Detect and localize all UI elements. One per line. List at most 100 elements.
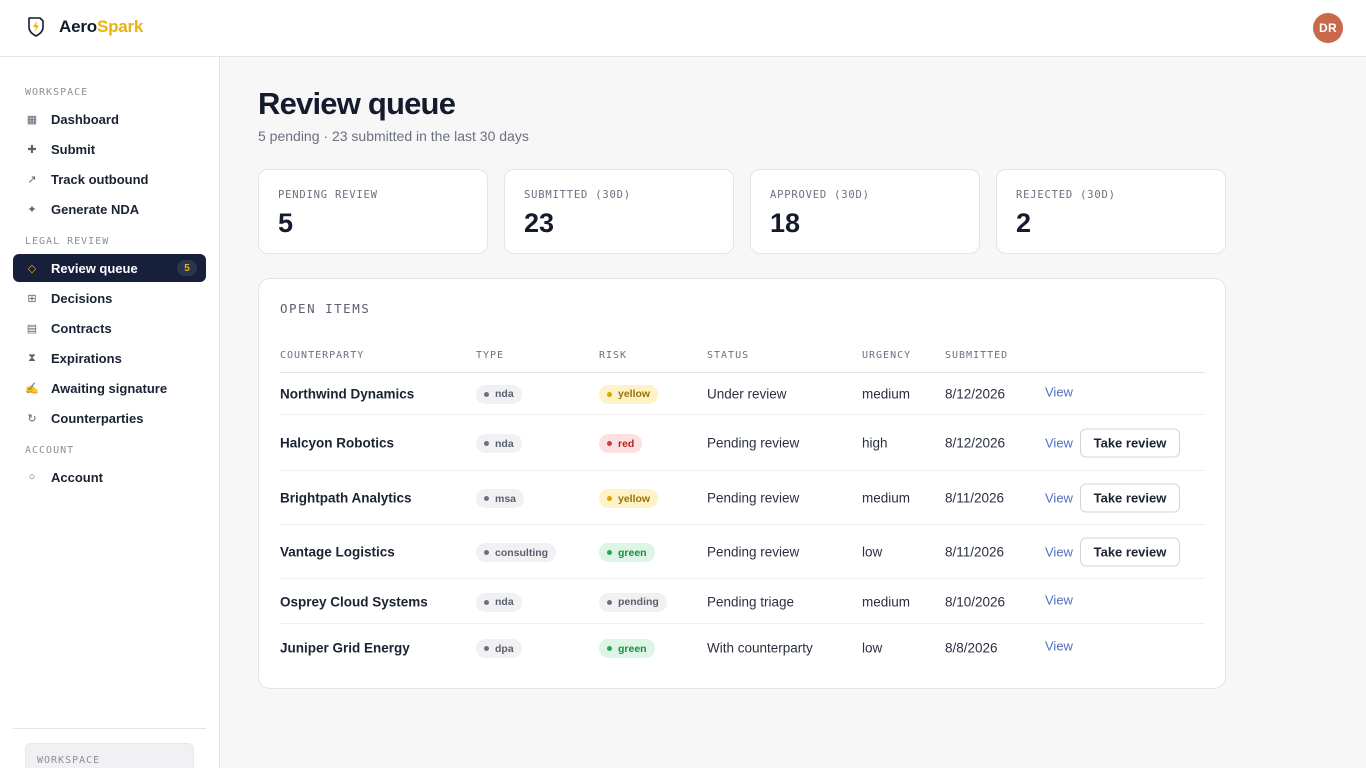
urgency-text: high [862,435,888,451]
type-pill: msa [476,488,525,508]
count-badge: 5 [177,260,197,276]
workspace-switcher[interactable]: WORKSPACE [25,743,194,768]
status-text: Pending review [707,544,800,560]
risk-pill: yellow [599,384,659,404]
table-row[interactable]: Juniper Grid Energy dpa green With count… [280,625,1205,671]
sidebar-item-review-queue[interactable]: ◇ Review queue 5 [13,254,206,282]
brand-name: AeroSpark [59,17,144,36]
column-header-urgency: URGENCY [862,350,912,361]
sidebar-item-counterparties[interactable]: ↻ Counterparties [13,404,206,432]
table-row[interactable]: Northwind Dynamics nda yellow Under revi… [280,373,1205,415]
sidebar-item-label: Review queue [51,260,138,276]
dot-icon [607,391,612,397]
urgency-text: low [862,544,883,560]
sidebar-item-expirations[interactable]: ⧗ Expirations [13,344,206,372]
view-link[interactable]: View [1045,435,1073,451]
status-text: Under review [707,386,787,401]
take-review-button[interactable]: Take review [1080,483,1180,513]
sidebar-item-label: Contracts [51,320,112,336]
sidebar-item-generate-nda[interactable]: ✦ Generate NDA [13,195,206,223]
status-text: With counterparty [707,640,813,656]
stat-value: 2 [1016,208,1032,238]
stat-label: SUBMITTED (30D) [524,189,631,201]
sidebar-item-label: Expirations [51,350,122,366]
submitted-date: 8/8/2026 [945,640,998,656]
sidebar-item-label: Dashboard [51,111,119,127]
stat-card-rejected: REJECTED (30D) 2 [996,169,1226,254]
dot-icon [607,599,612,605]
view-link[interactable]: View [1045,592,1073,607]
section-title-account: ACCOUNT [25,445,75,456]
page-subtitle: 5 pending · 23 submitted in the last 30 … [258,128,529,144]
table-row[interactable]: Halcyon Robotics nda red Pending review … [280,416,1205,471]
sidebar-item-label: Awaiting signature [51,380,168,396]
type-pill: consulting [476,542,557,562]
table-header-divider [280,372,1205,373]
view-link[interactable]: View [1045,544,1073,560]
type-pill: dpa [476,638,522,658]
sidebar-item-label: Decisions [51,290,113,306]
table-row[interactable]: Osprey Cloud Systems nda pending Pending… [280,580,1205,624]
counterparty-name: Halcyon Robotics [280,435,395,451]
sidebar-item-dashboard[interactable]: ▦ Dashboard [13,105,206,133]
arrow-up-right-icon: ↗ [27,173,37,186]
sidebar-item-label: Submit [51,141,96,157]
stat-card-submitted: SUBMITTED (30D) 23 [504,169,734,254]
top-bar: AeroSpark DR [0,0,1366,57]
dot-icon [607,496,612,501]
avatar[interactable]: DR [1313,13,1343,43]
urgency-text: low [862,640,883,656]
stat-card-pending-review: PENDING REVIEW 5 [258,169,488,254]
view-link[interactable]: View [1045,490,1073,506]
sidebar-item-account[interactable]: ○ Account [13,463,206,491]
urgency-text: medium [862,490,911,506]
counterparty-name: Vantage Logistics [280,544,395,560]
stat-card-approved: APPROVED (30D) 18 [750,169,980,254]
sidebar-item-decisions[interactable]: ⊞ Decisions [13,284,206,312]
brand-logo[interactable]: AeroSpark [26,16,143,38]
refresh-icon: ↻ [27,412,37,425]
sidebar-item-awaiting-signature[interactable]: ✍ Awaiting signature [13,374,206,402]
sidebar-item-label: Counterparties [51,410,144,426]
risk-pill: pending [599,592,667,612]
grid-small-icon: ⊞ [27,292,37,305]
risk-pill: red [599,433,643,453]
take-review-button[interactable]: Take review [1080,537,1180,567]
risk-pill: green [599,638,655,658]
type-pill: nda [476,592,522,612]
sidebar-item-submit[interactable]: ✚ Submit [13,135,206,163]
shield-bolt-icon [26,16,46,38]
counterparty-name: Osprey Cloud Systems [280,594,428,609]
sidebar-item-track-outbound[interactable]: ↗ Track outbound [13,165,206,193]
dot-icon [607,550,612,555]
sidebar-item-label: Generate NDA [51,201,140,217]
sidebar-item-contracts[interactable]: ▤ Contracts [13,314,206,342]
table-row[interactable]: Brightpath Analytics msa yellow Pending … [280,472,1205,525]
stat-label: APPROVED (30D) [770,189,870,201]
sidebar-item-label: Account [51,469,103,485]
dot-icon [484,441,489,446]
dot-icon [484,391,489,397]
submitted-date: 8/10/2026 [945,594,1006,609]
stat-label: PENDING REVIEW [278,189,378,201]
type-pill: nda [476,384,522,404]
urgency-text: medium [862,386,911,401]
sidebar-divider [13,728,206,729]
view-link[interactable]: View [1045,384,1073,399]
stat-label: REJECTED (30D) [1016,189,1116,201]
take-review-button[interactable]: Take review [1080,428,1180,458]
sidebar-item-label: Track outbound [51,171,149,187]
counterparty-name: Northwind Dynamics [280,386,415,401]
workspace-switcher-label: WORKSPACE [37,755,101,766]
type-pill: nda [476,433,522,453]
stat-value: 18 [770,208,801,238]
pen-icon: ✍ [25,382,39,395]
dot-icon [484,496,489,501]
counterparty-name: Juniper Grid Energy [280,640,410,656]
status-text: Pending triage [707,594,795,609]
table-row[interactable]: Vantage Logistics consulting green Pendi… [280,526,1205,579]
plus-icon: ✚ [27,143,37,156]
view-link[interactable]: View [1045,638,1073,654]
hourglass-icon: ⧗ [28,351,36,364]
diamond-icon: ◇ [27,262,37,275]
